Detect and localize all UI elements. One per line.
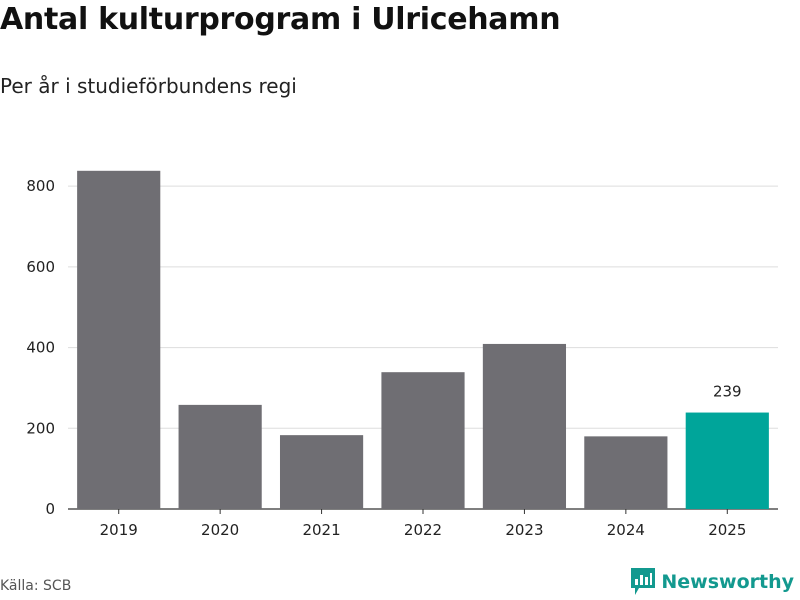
y-tick-label: 600	[26, 258, 55, 276]
bar-2025	[685, 412, 769, 509]
bar-2019	[77, 170, 161, 510]
x-tick-label: 2021	[302, 521, 340, 539]
bar-2024	[584, 436, 668, 509]
bar-2020	[178, 404, 262, 509]
x-tick-label: 2019	[100, 521, 138, 539]
x-tick-label: 2023	[505, 521, 543, 539]
chart-title: Antal kulturprogram i Ulricehamn	[0, 2, 561, 37]
brand-name: Newsworthy	[661, 571, 794, 593]
chart-subtitle: Per år i studieförbundens regi	[0, 74, 297, 98]
bar-2021	[279, 435, 364, 509]
y-tick-label: 200	[26, 419, 55, 437]
bar-2022	[381, 372, 465, 509]
brand-logo[interactable]: Newsworthy	[631, 568, 794, 596]
x-tick-label: 2024	[607, 521, 645, 539]
newsworthy-logo-icon	[631, 568, 656, 595]
labels: 0 200 400 600 800 2019 2020 2021 2022 2023 2024 202…	[26, 177, 746, 539]
source-note: Källa: SCB	[0, 578, 72, 594]
x-tick-label: 2025	[708, 521, 746, 539]
x-tick-label: 2022	[404, 521, 442, 539]
y-tick-label: 800	[26, 177, 55, 195]
bar-2023	[482, 343, 567, 509]
x-tick-label: 2020	[201, 521, 239, 539]
bar-chart: 0 200 400 600 800 2019 2020 2021 2022 2023 2024 202…	[26, 170, 778, 539]
y-tick-label: 400	[26, 339, 55, 357]
bars	[77, 170, 769, 510]
data-label: 239	[713, 383, 742, 401]
y-tick-label: 0	[45, 500, 55, 518]
